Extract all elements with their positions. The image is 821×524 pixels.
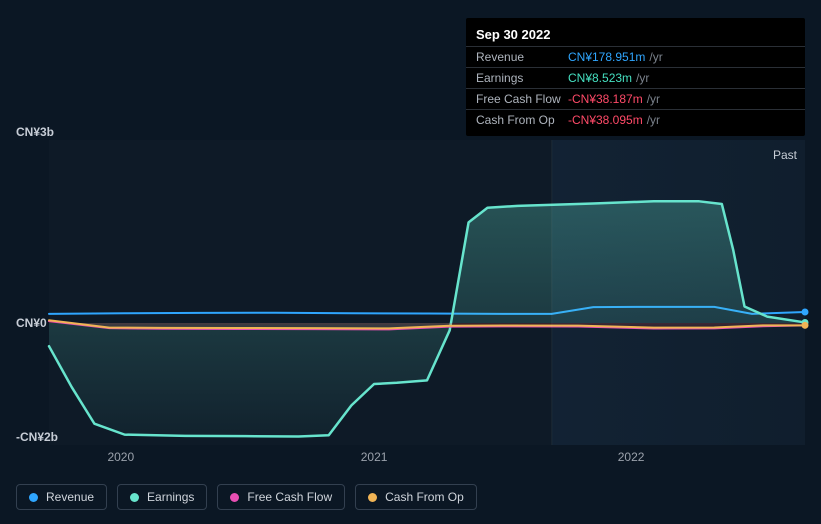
tooltip-row: EarningsCN¥8.523m/yr bbox=[466, 67, 805, 88]
tooltip-date: Sep 30 2022 bbox=[466, 24, 805, 46]
legend-item[interactable]: Cash From Op bbox=[355, 484, 477, 510]
y-axis-tick: CN¥0 bbox=[16, 316, 47, 330]
series-fill bbox=[49, 201, 805, 436]
legend-swatch-icon bbox=[230, 493, 239, 502]
data-tooltip: Sep 30 2022 RevenueCN¥178.951m/yrEarning… bbox=[466, 18, 805, 136]
x-axis: 2020 2021 2022 bbox=[49, 450, 805, 468]
tooltip-row-value: CN¥8.523m bbox=[568, 71, 632, 85]
series-end-marker bbox=[802, 322, 809, 329]
x-axis-tick: 2020 bbox=[107, 450, 134, 464]
x-axis-tick: 2022 bbox=[618, 450, 645, 464]
financial-chart-widget: Sep 30 2022 RevenueCN¥178.951m/yrEarning… bbox=[0, 0, 821, 524]
tooltip-row-unit: /yr bbox=[636, 71, 649, 85]
tooltip-row-value: CN¥178.951m bbox=[568, 50, 645, 64]
y-axis-tick: CN¥3b bbox=[16, 125, 54, 139]
legend-label: Cash From Op bbox=[385, 490, 464, 504]
tooltip-row: Free Cash Flow-CN¥38.187m/yr bbox=[466, 88, 805, 109]
series-end-marker bbox=[802, 309, 809, 316]
tooltip-row-unit: /yr bbox=[647, 113, 660, 127]
legend-label: Free Cash Flow bbox=[247, 490, 332, 504]
tooltip-row-unit: /yr bbox=[647, 92, 660, 106]
tooltip-row-label: Earnings bbox=[476, 71, 568, 85]
legend-label: Earnings bbox=[147, 490, 194, 504]
tooltip-row-label: Revenue bbox=[476, 50, 568, 64]
chart-area: Past CN¥3bCN¥0-CN¥2b 202020212022 bbox=[16, 140, 805, 445]
legend-swatch-icon bbox=[368, 493, 377, 502]
legend: Revenue Earnings Free Cash Flow Cash From O… bbox=[16, 484, 477, 510]
legend-label: Revenue bbox=[46, 490, 94, 504]
legend-swatch-icon bbox=[130, 493, 139, 502]
legend-item[interactable]: Free Cash Flow bbox=[217, 484, 345, 510]
tooltip-row-label: Cash From Op bbox=[476, 113, 568, 127]
tooltip-row: RevenueCN¥178.951m/yr bbox=[466, 46, 805, 67]
chart-svg[interactable] bbox=[49, 140, 805, 445]
tooltip-row-value: -CN¥38.095m bbox=[568, 113, 643, 127]
legend-swatch-icon bbox=[29, 493, 38, 502]
legend-item[interactable]: Revenue bbox=[16, 484, 107, 510]
x-axis-tick: 2021 bbox=[361, 450, 388, 464]
tooltip-row-label: Free Cash Flow bbox=[476, 92, 568, 106]
tooltip-row-value: -CN¥38.187m bbox=[568, 92, 643, 106]
tooltip-row: Cash From Op-CN¥38.095m/yr bbox=[466, 109, 805, 130]
tooltip-row-unit: /yr bbox=[649, 50, 662, 64]
legend-item[interactable]: Earnings bbox=[117, 484, 207, 510]
